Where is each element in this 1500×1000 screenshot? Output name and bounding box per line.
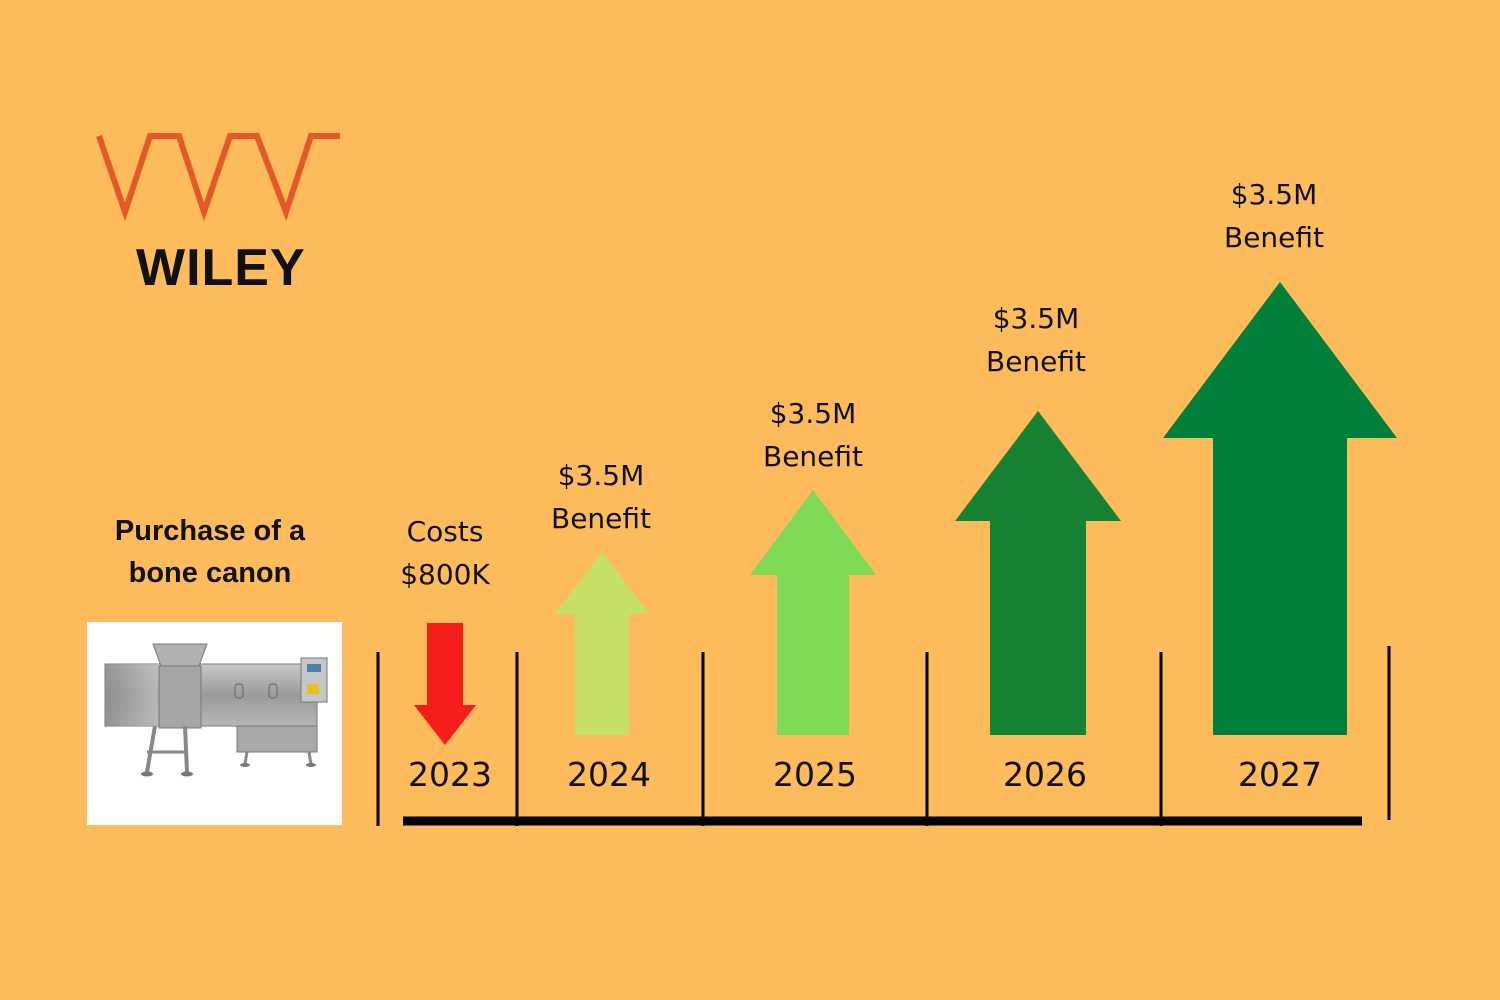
benefit-label-line2: Benefit bbox=[762, 440, 864, 473]
period-label-2025: $3.5M Benefit bbox=[742, 392, 884, 478]
year-label-2025: 2025 bbox=[773, 755, 857, 794]
benefit-label-line1: $3.5M bbox=[992, 302, 1080, 335]
benefit-label-line2: Benefit bbox=[1223, 221, 1325, 254]
year-label-2026: 2026 bbox=[1003, 755, 1087, 794]
period-label-2024: $3.5M Benefit bbox=[530, 454, 672, 540]
period-label-2027: $3.5M Benefit bbox=[1203, 173, 1345, 259]
year-label-2023: 2023 bbox=[408, 755, 492, 794]
benefit-label-line1: $3.5M bbox=[557, 459, 645, 492]
benefit-arrow-up-icon-2024 bbox=[555, 552, 649, 735]
benefit-label-line2: Benefit bbox=[985, 345, 1087, 378]
cost-label-line1: Costs bbox=[406, 515, 484, 548]
period-label-2026: $3.5M Benefit bbox=[965, 297, 1107, 383]
wiley-logo-icon bbox=[96, 133, 340, 222]
benefit-arrow-up-icon-2026 bbox=[955, 411, 1121, 735]
benefit-label-line1: $3.5M bbox=[1230, 178, 1318, 211]
year-label-2027: 2027 bbox=[1238, 755, 1322, 794]
period-label-2023: Costs $800K bbox=[385, 510, 505, 596]
benefit-label-line1: $3.5M bbox=[769, 397, 857, 430]
purchase-label-line1: Purchase of a bbox=[114, 515, 306, 547]
benefit-arrow-up-icon-2025 bbox=[750, 490, 876, 735]
benefit-arrow-up-icon-2027 bbox=[1163, 282, 1397, 735]
benefit-label-line2: Benefit bbox=[550, 502, 652, 535]
cost-label-line2: $800K bbox=[400, 558, 490, 591]
bone-cannon-machine-image bbox=[87, 622, 342, 825]
purchase-label-line2: bone canon bbox=[128, 557, 292, 589]
wiley-logo-text: WILEY bbox=[136, 239, 306, 297]
cost-arrow-down-icon-2023 bbox=[414, 623, 476, 745]
purchase-label: Purchase of a bone canon bbox=[60, 510, 360, 594]
year-label-2024: 2024 bbox=[567, 755, 651, 794]
